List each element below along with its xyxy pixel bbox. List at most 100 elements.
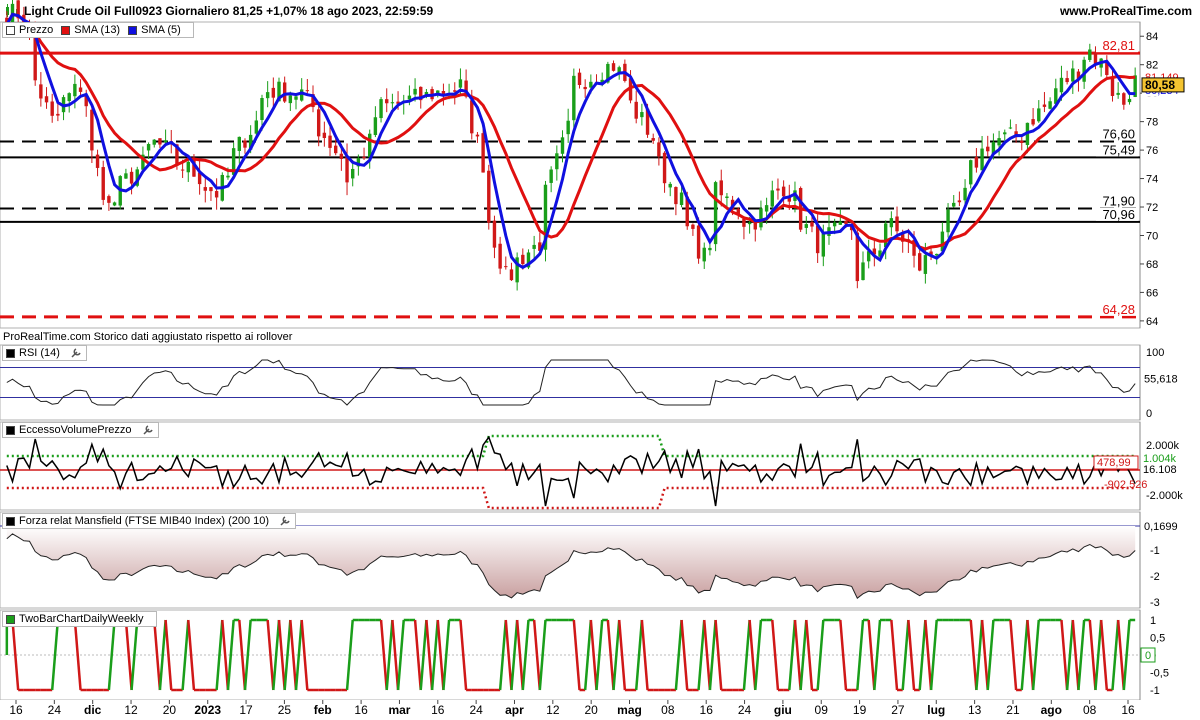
candle-body	[640, 112, 644, 118]
candle-body	[702, 247, 706, 262]
legend-sma13[interactable]: SMA (13)	[74, 24, 121, 36]
x-tick-label: 08	[661, 703, 675, 717]
candle-body	[101, 167, 105, 200]
candle-body	[277, 81, 281, 102]
candle-body	[1031, 119, 1035, 125]
price-legend[interactable]: Prezzo SMA (13) SMA (5)	[2, 22, 194, 38]
candle-body	[1059, 77, 1064, 93]
volume-legend[interactable]: EccessoVolumePrezzo	[2, 422, 159, 438]
candle-body	[736, 208, 740, 215]
twobar-seg	[867, 619, 876, 691]
mansfield-legend[interactable]: Forza relat Mansfield (FTSE MIB40 Index)…	[2, 513, 297, 529]
candle-body	[299, 89, 304, 101]
candle-body	[333, 145, 338, 154]
candle-body	[1093, 51, 1098, 64]
legend-twobar[interactable]: TwoBarChartDailyWeekly	[19, 613, 144, 625]
candle-body	[634, 101, 638, 119]
x-tick-label: mar	[388, 703, 410, 717]
y-tick-label: 76	[1146, 145, 1158, 157]
level-label: 76,60	[1102, 127, 1135, 142]
twobar-seg	[521, 619, 530, 691]
candle-body	[759, 208, 763, 228]
twobar-seg	[124, 619, 133, 691]
level-label-bg	[1096, 302, 1138, 316]
legend-volume[interactable]: EccessoVolumePrezzo	[19, 424, 132, 436]
level-label-bg	[1096, 39, 1138, 53]
candle-body	[39, 84, 43, 99]
candle-body	[322, 132, 327, 139]
candle-body	[67, 93, 71, 102]
candle-body	[197, 172, 202, 185]
twobar-seg	[595, 619, 604, 691]
candle-body	[107, 196, 111, 203]
candle-body	[90, 109, 94, 151]
twobar-seg	[890, 619, 899, 691]
candle-body	[33, 31, 37, 81]
x-tick-label: 12	[546, 703, 560, 717]
candle-body	[589, 81, 593, 88]
site-url[interactable]: www.ProRealTime.com	[1059, 4, 1192, 18]
legend-rsi[interactable]: RSI (14)	[19, 347, 60, 359]
twobar-seg	[1026, 619, 1035, 691]
wrench-icon[interactable]	[142, 424, 154, 436]
candle-body	[889, 218, 894, 228]
candle-body	[855, 232, 860, 282]
candle-body	[526, 252, 531, 268]
x-tick-label: 24	[469, 703, 483, 717]
candle-body	[487, 170, 491, 223]
chart-header: Light Crude Oil Full0923 Giornaliero 81,…	[0, 0, 1200, 23]
candle-body	[231, 148, 236, 175]
candle-body	[356, 158, 361, 167]
candle-body	[560, 137, 565, 154]
candle-body	[254, 120, 259, 134]
mans-area	[6, 526, 1136, 599]
x-tick-label: 16	[700, 703, 714, 717]
y-tick-label: 78	[1146, 117, 1158, 129]
candle-body	[1020, 140, 1024, 143]
x-tick-label: 13	[968, 703, 982, 717]
candle-body	[248, 134, 253, 150]
wrench-icon[interactable]	[279, 515, 291, 527]
candle-body	[328, 135, 332, 148]
candle-body	[146, 144, 151, 151]
legend-sma5[interactable]: SMA (5)	[141, 24, 181, 36]
candle-body	[810, 222, 814, 227]
x-tick-label: 20	[163, 703, 177, 717]
candle-body	[1042, 104, 1047, 107]
candle-body	[532, 244, 536, 249]
twobar-legend[interactable]: TwoBarChartDailyWeekly	[2, 611, 157, 627]
y-tick-label: 84	[1146, 31, 1158, 43]
twobar-seg	[697, 619, 706, 691]
candle-body	[866, 251, 871, 262]
x-tick-label: dic	[84, 703, 102, 717]
mans-value: 0,1699	[1144, 521, 1178, 533]
twobar-seg	[1122, 619, 1131, 691]
twobar-seg	[385, 619, 394, 691]
legend-prezzo[interactable]: Prezzo	[19, 24, 54, 36]
vol-signal-tag-bg	[1093, 455, 1139, 470]
candle-body	[628, 78, 633, 101]
candle-body	[844, 220, 848, 225]
candle-body	[923, 255, 928, 274]
twobar-seg	[1099, 619, 1109, 691]
twobar-seg	[702, 619, 712, 691]
x-tick-label: 08	[1083, 703, 1097, 717]
twobar-seg	[436, 619, 445, 691]
candle-body	[1088, 49, 1092, 60]
rsi-legend[interactable]: RSI (14)	[2, 345, 87, 361]
twobar-seg	[1065, 619, 1075, 691]
candle-body	[708, 247, 712, 251]
candle-body	[362, 156, 366, 158]
candle-body	[1110, 78, 1115, 96]
candle-body	[747, 222, 752, 225]
candle-body	[662, 152, 667, 184]
x-tick-label: 16	[9, 703, 23, 717]
candle-body	[952, 202, 956, 207]
candle-body	[112, 202, 117, 206]
instrument-title: Light Crude Oil Full0923 Giornaliero 81,…	[24, 4, 434, 18]
wrench-icon[interactable]	[70, 347, 82, 359]
candle-body	[78, 87, 83, 92]
candle-body	[997, 138, 1001, 146]
legend-mansfield[interactable]: Forza relat Mansfield (FTSE MIB40 Index)…	[19, 515, 270, 527]
